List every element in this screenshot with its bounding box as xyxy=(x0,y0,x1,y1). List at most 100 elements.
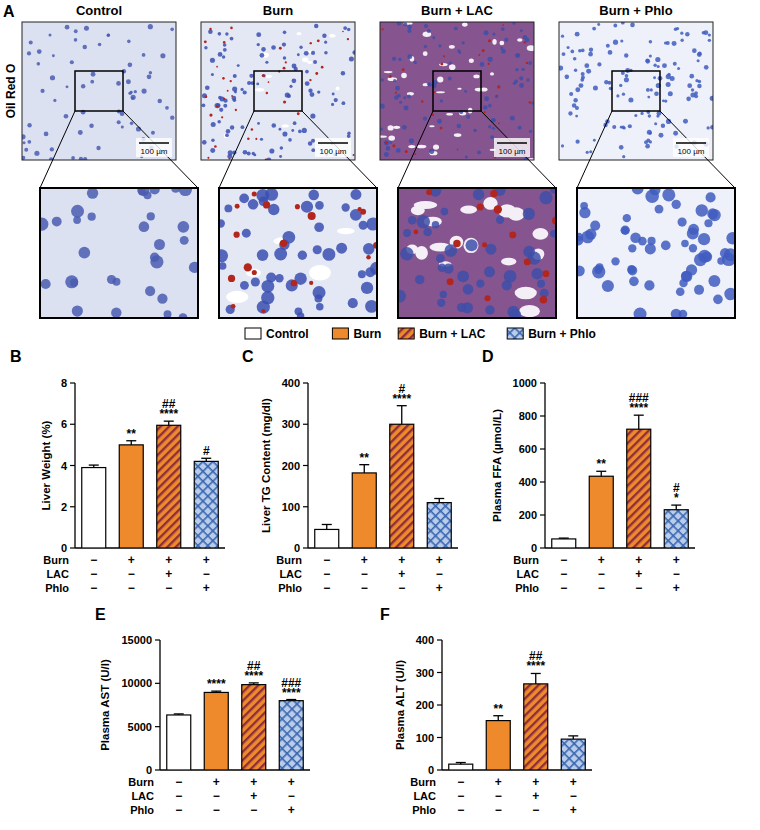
nucleus xyxy=(407,29,411,33)
tissue-bg xyxy=(201,22,355,160)
sinusoid xyxy=(423,51,428,56)
nucleus xyxy=(661,241,671,251)
nucleus xyxy=(365,300,377,313)
nucleus xyxy=(515,68,518,71)
nucleus xyxy=(225,133,229,137)
y-axis xyxy=(544,383,545,548)
significance: # xyxy=(398,382,405,396)
lipid-droplet xyxy=(426,189,432,195)
nucleus xyxy=(627,265,636,274)
nucleus xyxy=(519,83,524,88)
nucleus xyxy=(672,200,681,209)
condition-label: Phlo xyxy=(515,582,539,594)
error-bar xyxy=(596,471,606,476)
nucleus xyxy=(336,243,347,254)
nucleus xyxy=(427,29,431,33)
nucleus xyxy=(160,53,165,58)
condition-sign: + xyxy=(570,803,577,817)
nucleus xyxy=(394,95,398,99)
lipid-droplet xyxy=(230,27,233,30)
nucleus xyxy=(589,150,592,153)
nucleus xyxy=(127,40,131,44)
nucleus xyxy=(565,75,570,80)
nucleus xyxy=(41,279,51,289)
nucleus xyxy=(477,150,481,154)
panel-label: A xyxy=(3,3,15,20)
y-tick-label: 15000 xyxy=(121,634,152,646)
panel-label: B xyxy=(10,348,22,365)
significance: ### xyxy=(281,676,301,690)
y-tick-label: 0 xyxy=(294,542,300,554)
nucleus xyxy=(279,128,282,131)
lipid-droplet xyxy=(402,68,405,71)
nucleus xyxy=(189,262,198,273)
bar xyxy=(194,461,218,548)
y-tick xyxy=(155,769,160,770)
nucleus xyxy=(217,120,221,124)
scale-bar-bg xyxy=(494,138,530,157)
micrograph xyxy=(219,188,377,318)
lipid-droplet xyxy=(360,209,366,215)
zoom-line xyxy=(40,111,75,188)
sinusoid xyxy=(492,39,496,45)
nucleus xyxy=(529,130,532,133)
condition-sign: − xyxy=(532,803,539,817)
nucleus xyxy=(619,84,622,87)
nucleus xyxy=(381,78,384,81)
nucleus xyxy=(218,96,222,100)
column-header: Burn + LAC xyxy=(421,3,493,18)
nucleus xyxy=(655,57,660,62)
nucleus xyxy=(647,130,652,135)
nucleus xyxy=(407,25,412,30)
nucleus xyxy=(678,217,687,226)
condition-sign: + xyxy=(570,775,577,789)
y-tick xyxy=(70,547,75,548)
lipid-droplet xyxy=(252,191,257,196)
nucleus xyxy=(569,92,573,96)
nucleus xyxy=(274,248,287,261)
nucleus xyxy=(216,103,220,107)
nucleus xyxy=(272,123,277,128)
nucleus xyxy=(476,279,484,287)
error-bar xyxy=(434,499,444,503)
condition-sign: − xyxy=(495,789,502,803)
nucleus xyxy=(424,45,427,48)
condition-label: Burn xyxy=(43,554,69,566)
nucleus xyxy=(588,52,593,57)
nucleus xyxy=(226,129,231,134)
zoom-frame xyxy=(40,188,198,318)
lipid-droplet xyxy=(478,54,480,56)
y-axis-label: Plasma AST (U/l) xyxy=(99,659,111,751)
nucleus xyxy=(170,115,174,119)
nucleus xyxy=(654,122,657,125)
nucleus xyxy=(484,30,489,35)
nucleus xyxy=(662,63,667,68)
lipid-droplet xyxy=(235,109,237,111)
nucleus xyxy=(315,201,324,210)
y-tick xyxy=(303,382,308,383)
condition-label: LAC xyxy=(279,568,302,580)
error-bar xyxy=(634,415,644,429)
condition-sign: + xyxy=(250,789,257,803)
nucleus xyxy=(218,52,223,57)
bar xyxy=(627,429,651,548)
lipid-droplet xyxy=(266,92,268,94)
significance: ### xyxy=(629,391,649,405)
error-stem xyxy=(676,505,677,510)
legend-label: Control xyxy=(266,327,309,341)
error-stem xyxy=(498,716,499,721)
nucleus xyxy=(202,93,207,98)
nucleus xyxy=(322,34,326,38)
nucleus xyxy=(210,58,215,63)
condition-sign: + xyxy=(598,553,605,567)
bar xyxy=(589,476,613,548)
nucleus xyxy=(608,50,613,55)
lipid-droplet xyxy=(440,62,443,65)
y-tick-label: 0 xyxy=(146,764,152,776)
nucleus xyxy=(314,222,324,232)
column-header: Burn xyxy=(263,3,293,18)
nucleus xyxy=(297,53,300,56)
nucleus xyxy=(149,71,152,74)
condition-sign: − xyxy=(560,581,567,595)
lipid-droplet xyxy=(235,204,240,209)
